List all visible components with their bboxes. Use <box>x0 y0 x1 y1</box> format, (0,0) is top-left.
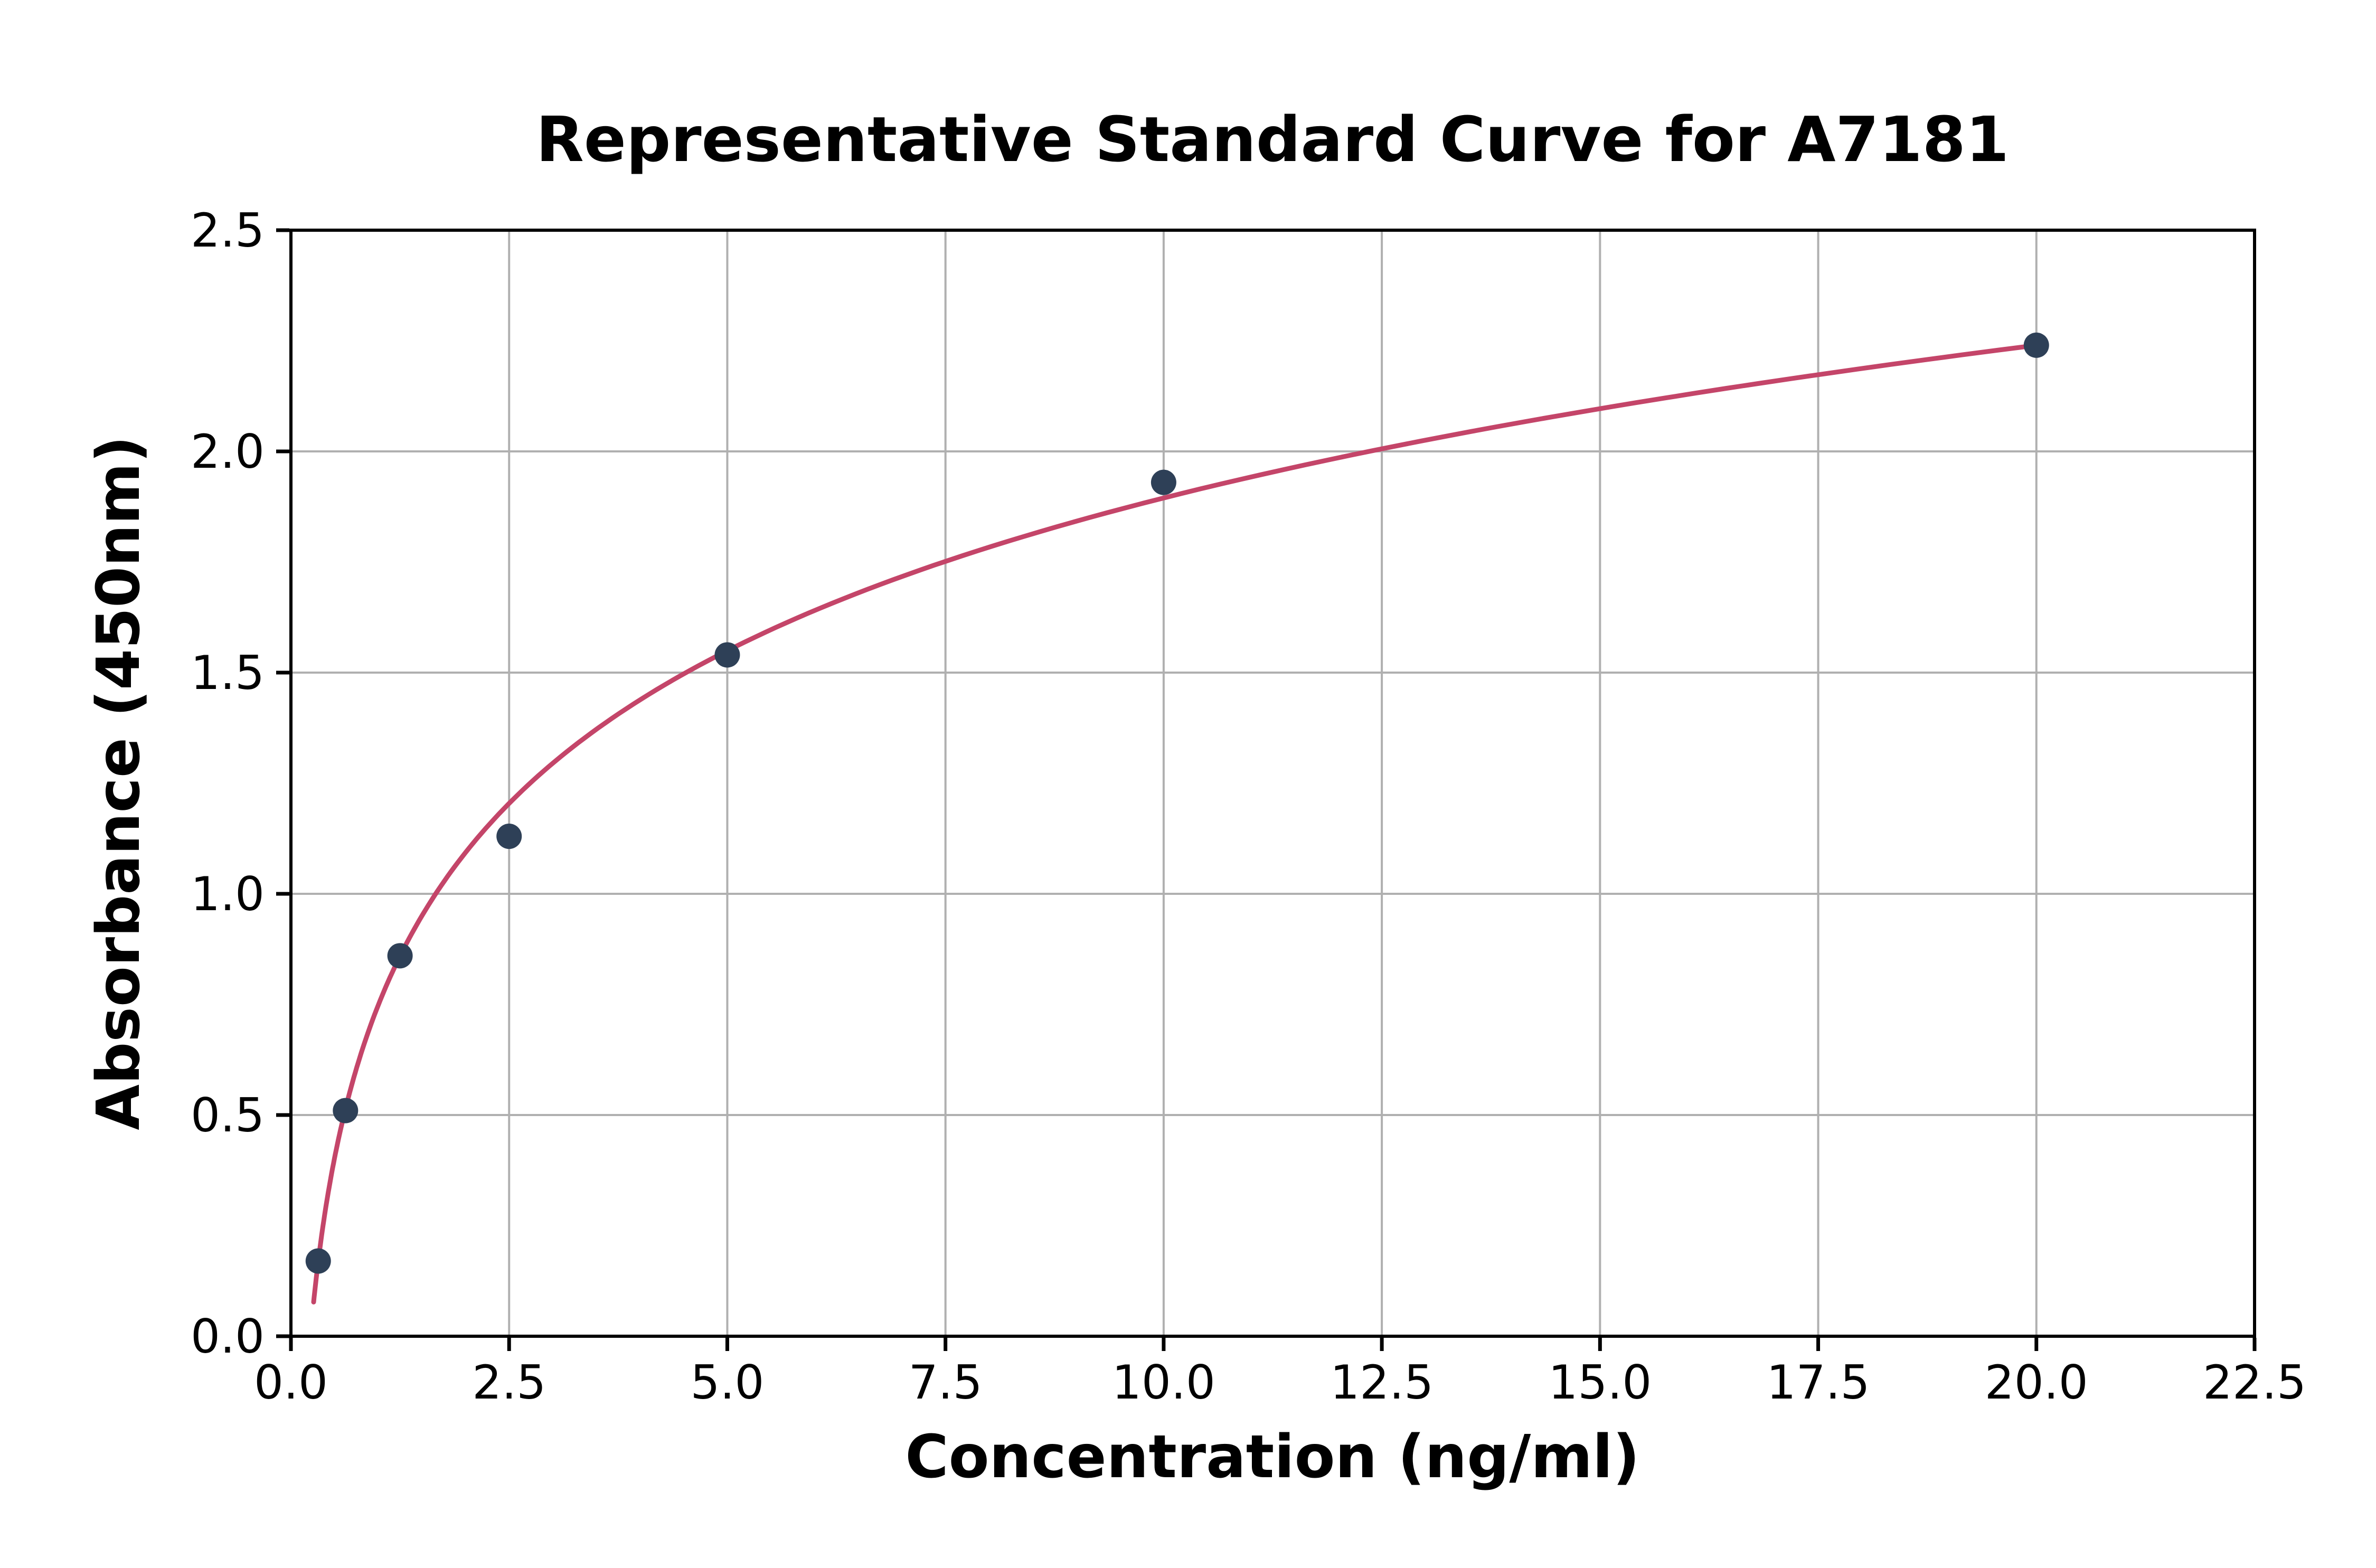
data-point <box>333 1098 359 1123</box>
fit-curve <box>311 343 2039 1305</box>
chart-title: Representative Standard Curve for A7181 <box>536 103 2009 176</box>
x-tick-label: 7.5 <box>909 1355 983 1410</box>
y-tick-label: 2.0 <box>191 424 265 479</box>
x-tick-label: 12.5 <box>1330 1355 1434 1410</box>
y-tick-label: 1.5 <box>191 646 265 700</box>
y-tick-label: 1.0 <box>191 867 265 921</box>
data-point <box>1151 469 1176 495</box>
data-point <box>714 642 740 668</box>
y-tick-label: 0.0 <box>191 1309 265 1364</box>
x-axis-label: Concentration (ng/ml) <box>905 1423 1640 1491</box>
y-axis-label: Absorbance (450nm) <box>84 436 153 1130</box>
x-tick-label: 0.0 <box>254 1355 328 1410</box>
data-point <box>2023 332 2049 358</box>
y-tick-label: 0.5 <box>191 1088 265 1142</box>
x-tick-label: 15.0 <box>1548 1355 1652 1410</box>
data-point <box>496 824 522 849</box>
data-point <box>387 943 413 969</box>
x-tick-label: 20.0 <box>1985 1355 2088 1410</box>
x-tick-label: 2.5 <box>472 1355 546 1410</box>
x-tick-label: 10.0 <box>1112 1355 1215 1410</box>
plot-border <box>289 229 2256 1338</box>
data-point <box>305 1248 331 1274</box>
x-tick-label: 22.5 <box>2203 1355 2306 1410</box>
x-tick-label: 17.5 <box>1767 1355 1870 1410</box>
y-tick-label: 2.5 <box>191 203 265 258</box>
x-tick-label: 5.0 <box>690 1355 764 1410</box>
